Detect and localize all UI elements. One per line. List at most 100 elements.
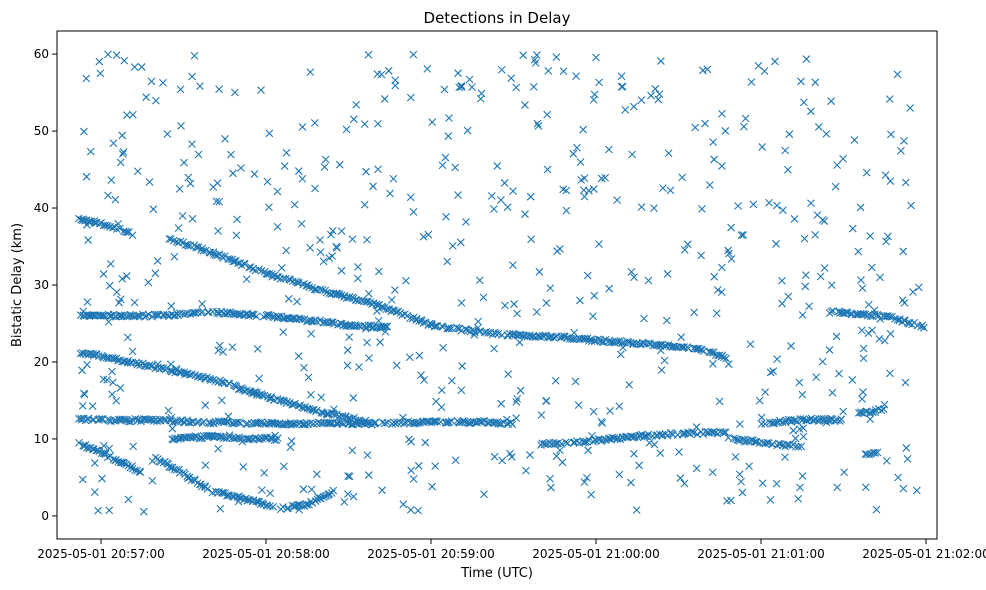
data-point: [214, 346, 223, 355]
data-point: [676, 474, 685, 483]
data-point: [337, 266, 346, 275]
data-point: [664, 149, 673, 158]
data-point: [725, 249, 733, 258]
data-point: [273, 222, 282, 231]
data-point: [868, 326, 877, 335]
data-point: [718, 162, 726, 170]
data-point: [789, 426, 798, 435]
data-point: [97, 311, 106, 320]
data-point: [420, 376, 428, 384]
data-point: [266, 489, 275, 498]
data-point: [546, 474, 554, 483]
data-point: [386, 189, 394, 198]
data-point: [807, 107, 815, 116]
data-point: [477, 89, 486, 98]
data-point: [796, 483, 804, 492]
data-point: [737, 477, 745, 486]
data-point: [363, 297, 372, 306]
data-point: [309, 420, 318, 428]
data-point: [218, 488, 226, 497]
data-point: [556, 446, 564, 455]
data-point: [123, 333, 132, 342]
data-point: [778, 276, 786, 285]
data-point: [242, 275, 251, 284]
data-point: [237, 164, 245, 172]
data-point: [479, 416, 488, 425]
data-point: [355, 363, 363, 371]
data-point: [203, 485, 212, 493]
data-point: [785, 440, 794, 449]
data-point: [364, 289, 373, 298]
data-point: [280, 162, 289, 171]
data-point: [493, 162, 502, 170]
data-point: [709, 138, 718, 147]
data-point: [175, 185, 184, 193]
data-point: [820, 217, 829, 226]
data-point: [273, 187, 282, 196]
data-point: [886, 329, 895, 338]
data-point: [327, 230, 335, 239]
x-tick-label: 2025-05-01 21:00:00: [532, 547, 659, 561]
data-point: [112, 396, 121, 405]
data-point: [543, 165, 552, 174]
data-point: [234, 259, 242, 268]
data-point: [349, 394, 358, 402]
data-point: [431, 322, 440, 330]
data-point: [766, 495, 775, 504]
data-point: [709, 428, 718, 437]
data-point: [717, 263, 726, 272]
data-point: [876, 315, 885, 323]
data-point: [119, 148, 128, 156]
data-point: [378, 486, 386, 495]
data-point: [747, 78, 756, 87]
data-point: [282, 420, 291, 429]
data-point: [177, 122, 185, 130]
data-point: [106, 260, 115, 268]
data-point: [912, 486, 921, 495]
data-point: [703, 65, 712, 74]
data-point: [563, 439, 572, 447]
data-point: [297, 315, 306, 324]
data-point: [139, 507, 148, 516]
data-point: [264, 311, 273, 319]
data-point: [137, 63, 146, 71]
data-point: [284, 294, 293, 303]
data-point: [167, 302, 176, 310]
data-point: [263, 177, 272, 186]
data-point: [532, 51, 541, 59]
data-point: [304, 373, 313, 382]
data-point: [201, 401, 210, 410]
data-point: [785, 130, 794, 139]
data-point: [188, 214, 197, 223]
data-point: [369, 182, 377, 191]
data-point: [149, 205, 158, 214]
data-point: [827, 281, 836, 289]
data-point: [563, 333, 572, 342]
data-point: [577, 175, 586, 184]
data-point: [794, 494, 803, 503]
data-point: [263, 501, 271, 510]
data-point: [791, 434, 800, 443]
data-point: [519, 51, 528, 60]
data-point: [198, 244, 207, 253]
data-point: [110, 417, 118, 425]
data-point: [825, 346, 834, 354]
data-point: [94, 506, 103, 515]
data-point: [587, 490, 596, 499]
data-point: [839, 154, 847, 163]
data-point: [637, 96, 646, 104]
data-point: [477, 417, 486, 426]
data-point: [571, 377, 580, 386]
data-point: [512, 414, 521, 423]
data-point: [363, 419, 372, 428]
data-point: [293, 278, 302, 287]
data-point: [381, 327, 390, 336]
data-point: [574, 401, 583, 410]
data-point: [352, 100, 361, 109]
data-point: [349, 115, 358, 124]
data-point: [225, 379, 234, 388]
data-point: [376, 324, 385, 333]
data-point: [791, 416, 800, 425]
data-point: [151, 269, 160, 278]
data-point: [108, 223, 117, 232]
